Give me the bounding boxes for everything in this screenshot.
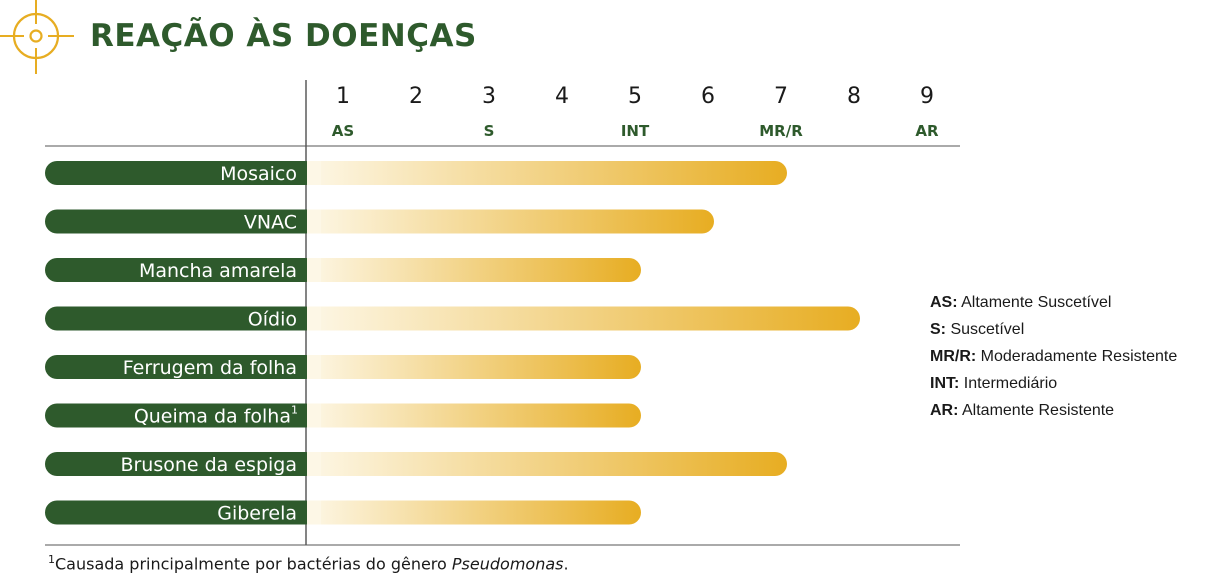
category-label: Queima da folha bbox=[134, 406, 291, 428]
category-label: Giberela bbox=[217, 503, 297, 525]
data-bar bbox=[307, 209, 714, 234]
data-bar bbox=[307, 452, 787, 476]
legend-abbr: AS: bbox=[930, 294, 958, 311]
legend-text: Altamente Suscetível bbox=[957, 294, 1112, 311]
x-tick-label: 8 bbox=[847, 84, 861, 109]
data-bar-start bbox=[307, 500, 321, 525]
data-bar bbox=[307, 161, 787, 185]
category-label: Mancha amarela bbox=[139, 260, 297, 282]
x-tick-label: 7 bbox=[774, 84, 788, 109]
crosshair-icon bbox=[0, 0, 74, 74]
x-tick-label: 6 bbox=[701, 84, 715, 109]
data-bar-start bbox=[307, 258, 321, 282]
x-tick-abbr: S bbox=[484, 122, 495, 140]
legend-item: INT: Intermediário bbox=[930, 370, 1177, 397]
x-tick-label: 2 bbox=[409, 84, 423, 109]
category-pill bbox=[45, 161, 318, 185]
category-label: Oídio bbox=[248, 309, 297, 331]
category-pill bbox=[45, 355, 318, 379]
legend-text: Moderadamente Resistente bbox=[976, 348, 1178, 365]
footnote-marker: 1 bbox=[48, 553, 55, 566]
legend-abbr: INT: bbox=[930, 375, 960, 392]
legend-text: Altamente Resistente bbox=[958, 402, 1115, 419]
category-pill bbox=[45, 403, 318, 428]
x-tick-abbr: INT bbox=[621, 122, 650, 140]
category-label: Brusone da espiga bbox=[120, 454, 297, 476]
data-bar-start bbox=[307, 452, 321, 476]
data-bar bbox=[307, 258, 641, 282]
page-title: REAÇÃO ÀS DOENÇAS bbox=[90, 18, 477, 54]
data-bar-start bbox=[307, 209, 321, 234]
legend-text: Suscetível bbox=[946, 321, 1025, 338]
data-bar bbox=[307, 403, 641, 428]
footnote: 1Causada principalmente por bactérias do… bbox=[48, 553, 569, 573]
legend-abbr: MR/R: bbox=[930, 348, 977, 365]
data-bar bbox=[307, 500, 641, 525]
x-tick-abbr: AS bbox=[332, 122, 354, 140]
legend-abbr: S: bbox=[930, 321, 946, 338]
legend-abbr: AR: bbox=[930, 402, 959, 419]
x-tick-label: 3 bbox=[482, 84, 496, 109]
legend-item: S: Suscetível bbox=[930, 316, 1177, 343]
x-tick-label: 4 bbox=[555, 84, 569, 109]
data-bar-start bbox=[307, 161, 321, 185]
data-bar-start bbox=[307, 306, 321, 331]
data-bar-start bbox=[307, 355, 321, 379]
legend: AS: Altamente Suscetível S: Suscetível MR/… bbox=[930, 289, 1177, 424]
legend-item: MR/R: Moderadamente Resistente bbox=[930, 343, 1177, 370]
category-pill bbox=[45, 209, 318, 234]
category-label: Ferrugem da folha bbox=[123, 357, 297, 379]
footnote-text: Causada principalmente por bactérias do … bbox=[55, 554, 452, 574]
category-pill bbox=[45, 452, 318, 476]
footnote-end: . bbox=[563, 554, 569, 574]
category-superscript: 1 bbox=[291, 404, 298, 417]
legend-text: Intermediário bbox=[959, 375, 1058, 392]
category-pill bbox=[45, 500, 318, 525]
data-bar bbox=[307, 306, 860, 331]
category-label: VNAC bbox=[244, 212, 297, 234]
legend-item: AR: Altamente Resistente bbox=[930, 397, 1177, 424]
category-pill bbox=[45, 258, 318, 282]
legend-item: AS: Altamente Suscetível bbox=[930, 289, 1177, 316]
x-tick-abbr: AR bbox=[915, 122, 939, 140]
category-pill bbox=[45, 306, 318, 331]
footnote-italic: Pseudomonas bbox=[451, 554, 564, 574]
category-label: Mosaico bbox=[220, 163, 297, 185]
x-tick-label: 9 bbox=[920, 84, 934, 109]
x-tick-label: 5 bbox=[628, 84, 642, 109]
x-tick-label: 1 bbox=[336, 84, 350, 109]
x-tick-abbr: MR/R bbox=[759, 122, 803, 140]
data-bar-start bbox=[307, 403, 321, 428]
data-bar bbox=[307, 355, 641, 379]
